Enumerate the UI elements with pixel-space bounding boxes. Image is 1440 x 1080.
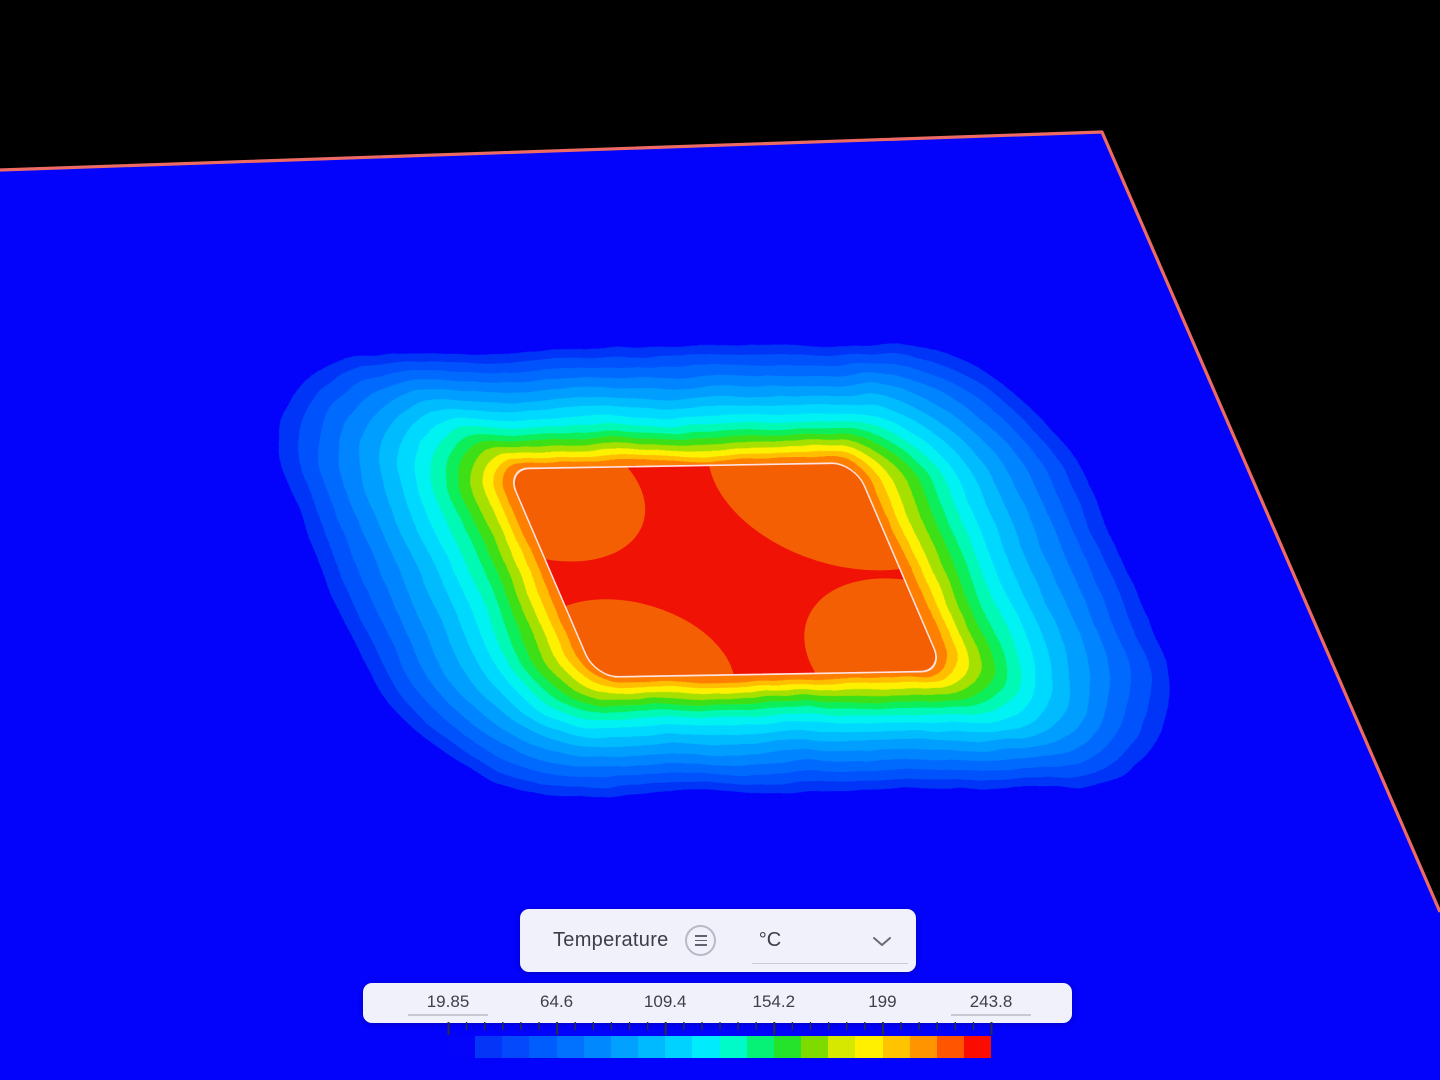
colorbar-band — [963, 1036, 992, 1058]
heat-corner-patch — [804, 578, 946, 678]
scale-tick-label: 109.4 — [643, 991, 687, 1011]
scale-value-underline — [408, 1014, 488, 1016]
colorbar-band — [556, 1036, 584, 1058]
scale-value-underline — [951, 1014, 1031, 1016]
colorbar-band — [801, 1036, 829, 1058]
colorbar-band — [773, 1036, 802, 1058]
scale-tick-label: 64.6 — [540, 991, 574, 1011]
colorbar-band — [936, 1036, 964, 1058]
plate-edge-highlight — [0, 130, 1440, 913]
colorbar-band — [855, 1036, 883, 1058]
unit-select-value[interactable]: °C — [758, 928, 782, 951]
legend-field-panel: Temperature °C — [520, 909, 916, 972]
colorbar-ticks — [447, 1022, 993, 1035]
chevron-down-icon[interactable] — [872, 936, 892, 947]
colorbar-band — [746, 1036, 774, 1058]
heat-corner-patch — [530, 599, 735, 678]
colorbar-band — [529, 1036, 557, 1058]
scale-range-value[interactable]: 243.8 — [969, 991, 1013, 1011]
colorbar-band — [909, 1036, 937, 1058]
colorbar-band — [719, 1036, 747, 1058]
scale-labels-panel: 19.85 64.6 109.4 154.2 199 243.8 — [363, 983, 1072, 1023]
colorbar-band — [638, 1036, 666, 1058]
colorbar-band — [828, 1036, 856, 1058]
colorbar-gradient — [448, 1036, 992, 1058]
colorbar-band — [692, 1036, 720, 1058]
colorbar-band — [448, 1036, 476, 1058]
scale-tick-label: 154.2 — [752, 991, 796, 1011]
colorbar-band — [475, 1036, 503, 1058]
heat-core-outline — [513, 462, 937, 678]
scale-range-value[interactable]: 19.85 — [426, 991, 470, 1011]
colorbar-band — [882, 1036, 910, 1058]
hamburger-circle-icon[interactable] — [685, 925, 716, 956]
colorbar-band — [502, 1036, 530, 1058]
colorbar-band — [610, 1036, 639, 1058]
heat-corner-patch — [505, 462, 646, 562]
field-name-label[interactable]: Temperature — [553, 928, 669, 951]
colorbar-band — [665, 1036, 693, 1058]
scale-tick-label: 199 — [868, 991, 897, 1011]
colorbar-band — [583, 1036, 611, 1058]
unit-select-underline — [752, 963, 908, 964]
